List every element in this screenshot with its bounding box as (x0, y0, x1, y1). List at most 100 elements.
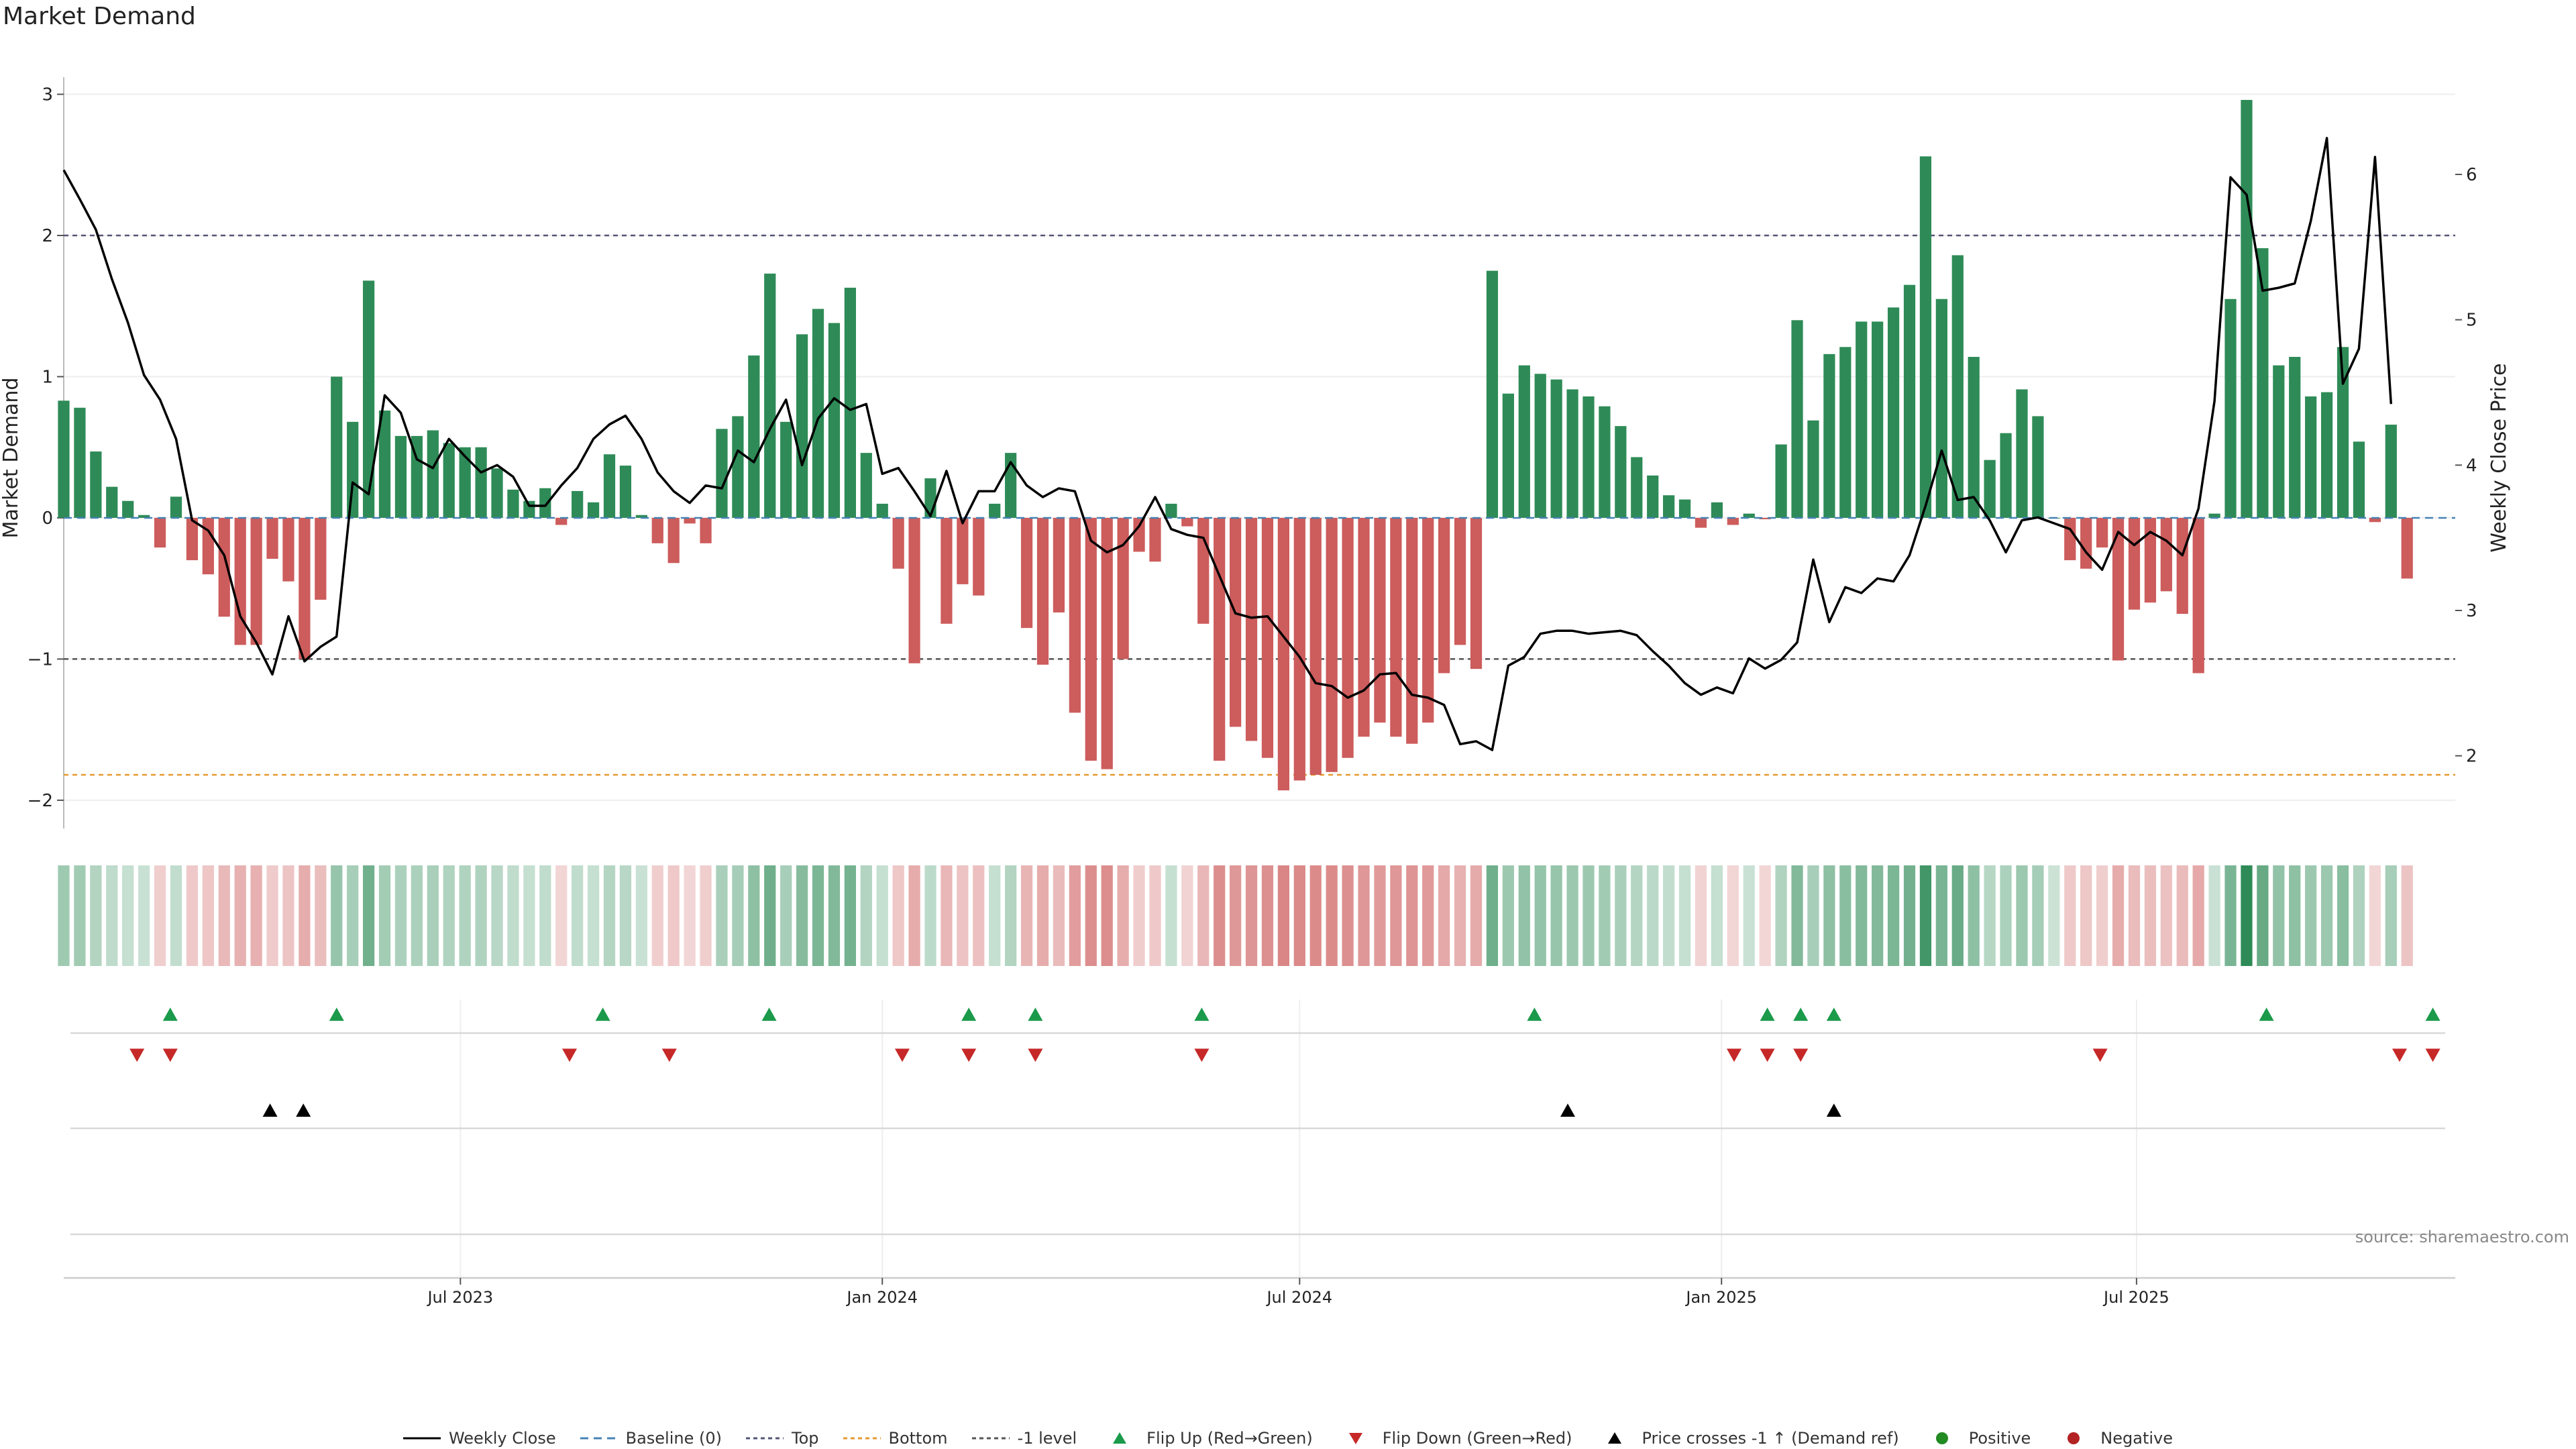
demand-bar-positive (619, 466, 632, 518)
heat-cell (1036, 865, 1049, 966)
demand-bar-positive (539, 488, 551, 518)
flip-up-marker (162, 1008, 178, 1021)
legend-flip-down-label: Flip Down (Green→Red) (1382, 1429, 1572, 1448)
heat-cell (1020, 865, 1033, 966)
y-tick-label: 2 (42, 226, 53, 246)
demand-bar-negative (1422, 517, 1434, 723)
heat-cell (1005, 865, 1017, 966)
heat-cell (331, 865, 343, 966)
demand-bar-negative (1759, 517, 1771, 520)
demand-bar-positive (2257, 248, 2269, 518)
heat-cell (876, 865, 888, 966)
heat-cell (1261, 865, 1274, 966)
demand-bar-negative (1149, 517, 1161, 562)
demand-bar-negative (1197, 517, 1210, 624)
heat-cell (667, 865, 680, 966)
flip-down-marker (129, 1049, 145, 1062)
demand-bar-positive (106, 486, 118, 518)
heat-cell (491, 865, 503, 966)
demand-bar-negative (941, 517, 953, 624)
demand-bar-negative (282, 517, 294, 582)
heat-cell (443, 865, 455, 966)
heat-cell (1342, 865, 1354, 966)
demand-bar-positive (1807, 420, 1819, 518)
demand-bar-positive (347, 421, 359, 518)
demand-bar-negative (202, 517, 214, 575)
heat-cell (973, 865, 985, 966)
demand-bar-negative (1342, 517, 1354, 758)
heat-cell (796, 865, 808, 966)
heat-cell (1711, 865, 1723, 966)
demand-bar-negative (1470, 517, 1483, 669)
demand-bar-positive (2273, 365, 2285, 518)
demand-bar-positive (362, 280, 375, 518)
heat-cell (2385, 865, 2397, 966)
flip-down-marker (162, 1049, 178, 1062)
demand-bar-positive (170, 496, 182, 518)
flip-up-marker (761, 1008, 777, 1021)
heat-cell (347, 865, 359, 966)
heat-cell (780, 865, 792, 966)
heat-cell (58, 865, 70, 966)
demand-bar-positive (1743, 513, 1755, 518)
legend-top: Top (746, 1429, 819, 1448)
heat-cell (2032, 865, 2044, 966)
demand-bar-positive (1615, 426, 1627, 518)
heat-cell (475, 865, 487, 966)
heat-cell (1550, 865, 1562, 966)
heat-cell (154, 865, 166, 966)
legend-minus-one: -1 level (971, 1429, 1077, 1448)
x-tick-label: Jul 2025 (2102, 1288, 2169, 1307)
heat-cell (572, 865, 584, 966)
heat-cell (507, 865, 519, 966)
heat-cell (1470, 865, 1483, 966)
demand-bar-positive (427, 430, 439, 518)
heat-cell (1678, 865, 1691, 966)
heat-cell (1919, 865, 1932, 966)
heat-cell (1807, 865, 1819, 966)
heat-cell (266, 865, 278, 966)
heat-cell (1069, 865, 1081, 966)
demand-bar-positive (587, 502, 600, 518)
flip-up-marker (1527, 1008, 1542, 1021)
legend-weekly-close-label: Weekly Close (448, 1429, 556, 1448)
demand-bar-negative (2080, 517, 2092, 569)
heat-cell (619, 865, 632, 966)
heat-cell (1935, 865, 1947, 966)
demand-bar-negative (2064, 517, 2076, 561)
demand-bar-negative (1390, 517, 1402, 737)
flip-down-marker (1194, 1049, 1210, 1062)
heat-cell (1775, 865, 1787, 966)
heat-cell (1165, 865, 1177, 966)
demand-bar-negative (1181, 517, 1193, 527)
heat-cell (1229, 865, 1242, 966)
heat-cell (1133, 865, 1145, 966)
legend-bottom-label: Bottom (888, 1429, 948, 1448)
legend-price-cross-symbol (1596, 1432, 1633, 1445)
heat-cell (1727, 865, 1739, 966)
heat-cell (1101, 865, 1113, 966)
heat-cell (523, 865, 535, 966)
demand-bar-positive (844, 287, 856, 518)
demand-bar-negative (1085, 517, 1097, 761)
price-cross-marker (1826, 1104, 1841, 1117)
heat-cell (700, 865, 712, 966)
demand-bar-positive (74, 407, 86, 518)
legend-price-cross-label: Price crosses -1 ↑ (Demand ref) (1642, 1429, 1899, 1448)
demand-bar-positive (1647, 475, 1659, 518)
demand-bar-negative (2096, 517, 2108, 548)
heat-cell (844, 865, 856, 966)
heat-cell (828, 865, 841, 966)
legend-positive: Positive (1923, 1429, 2031, 1448)
legend-baseline: Baseline (0) (580, 1429, 722, 1448)
heat-cell (989, 865, 1001, 966)
x-tick-label: Jan 2024 (845, 1288, 918, 1307)
heat-cell (459, 865, 471, 966)
demand-bar-positive (1518, 365, 1530, 518)
heat-cell (1695, 865, 1707, 966)
heat-cell (218, 865, 230, 966)
demand-bar-negative (1245, 517, 1258, 741)
demand-bar-negative (973, 517, 985, 596)
demand-bar-negative (299, 517, 311, 659)
flip-down-marker (1028, 1049, 1043, 1062)
